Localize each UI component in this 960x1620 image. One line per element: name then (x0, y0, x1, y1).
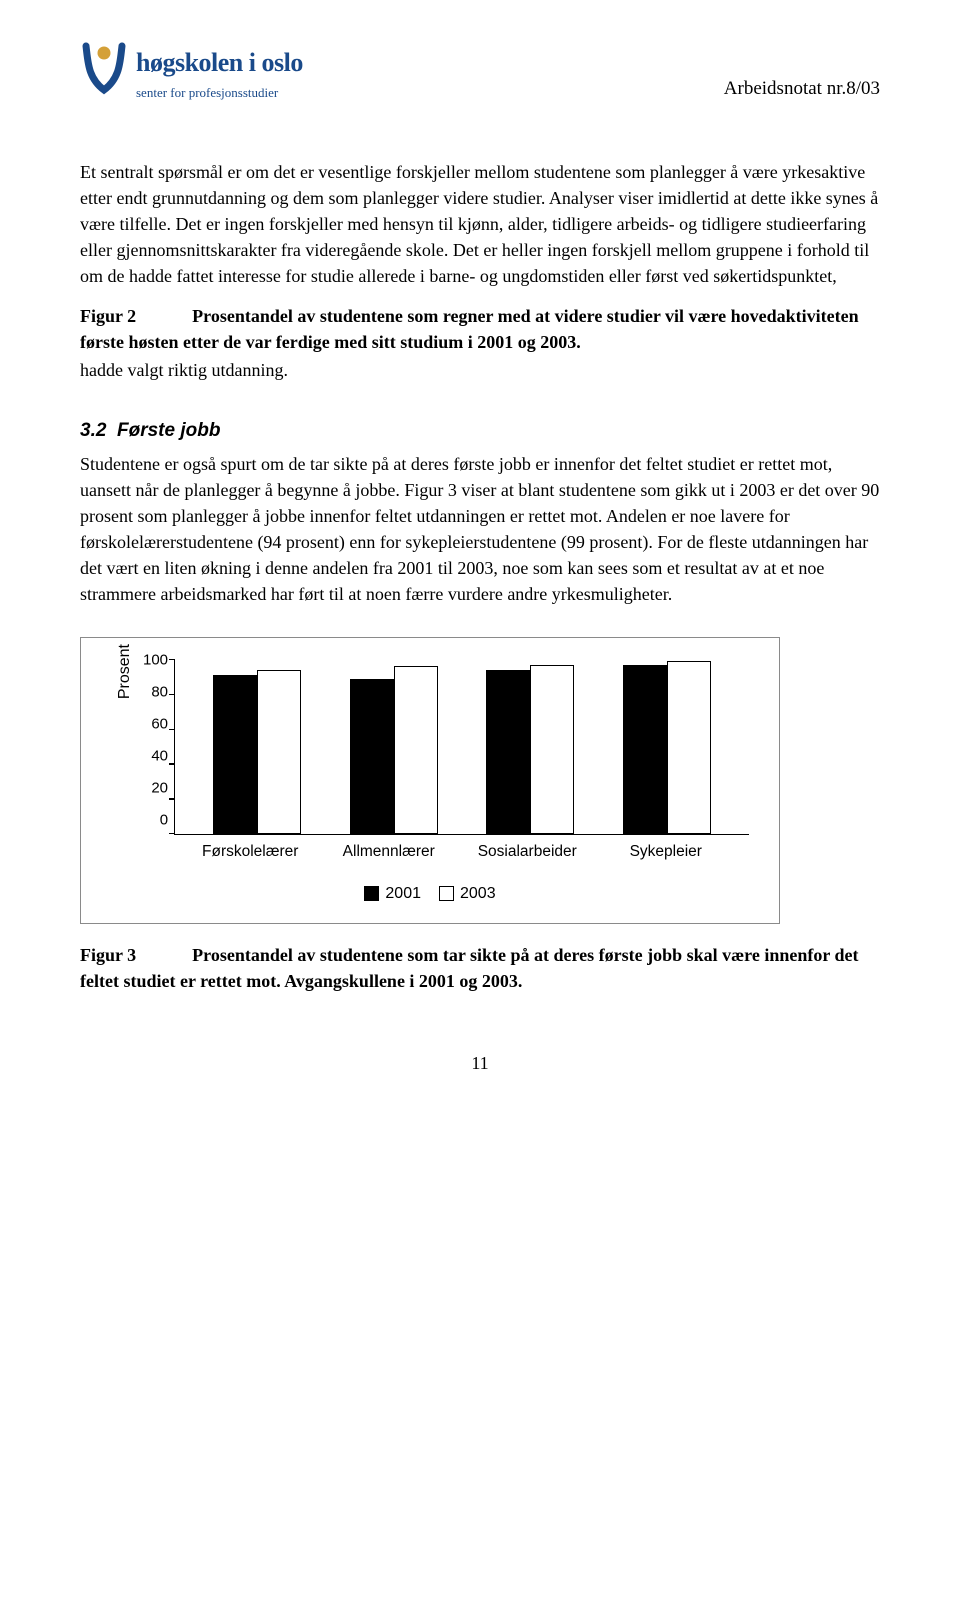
figure3-label: Figur 3 (80, 945, 136, 965)
page-header: høgskolen i oslo senter for profesjonsst… (80, 40, 880, 103)
logo: høgskolen i oslo senter for profesjonsst… (80, 40, 303, 103)
bar (350, 679, 394, 835)
bar-group (621, 661, 713, 834)
bar (394, 666, 438, 834)
chart-legend: 2001 2003 (111, 882, 749, 905)
paragraph-2: Studentene er også spurt om de tar sikte… (80, 451, 880, 608)
bar-group (484, 665, 576, 835)
paragraph-1: Et sentralt spørsmål er om det er vesent… (80, 159, 880, 289)
xtick: Førskolelærer (195, 841, 305, 863)
section-title: Første jobb (117, 420, 220, 441)
logo-subtitle: senter for profesjonsstudier (136, 84, 303, 103)
figure3-caption: Figur 3Prosentandel av studentene som ta… (80, 942, 880, 994)
section-number: 3.2 (80, 420, 106, 441)
ytick: 80 (143, 685, 168, 700)
xtick: Sosialarbeider (472, 841, 582, 863)
legend-swatch (364, 886, 379, 901)
figure2-caption: Figur 2Prosentandel av studentene som re… (80, 303, 880, 355)
ytick: 60 (143, 717, 168, 732)
logo-icon (80, 40, 128, 96)
bar (667, 661, 711, 834)
legend-label: 2001 (385, 882, 421, 905)
ytick: 100 (143, 653, 168, 668)
legend-item: 2003 (439, 882, 496, 905)
figure2-text: Prosentandel av studentene som regner me… (80, 306, 859, 352)
bar (486, 670, 530, 835)
chart-bars (174, 660, 749, 835)
ytick: 40 (143, 749, 168, 764)
trail-line: hadde valgt riktig utdanning. (80, 357, 880, 383)
xtick: Sykepleier (611, 841, 721, 863)
page-number: 11 (80, 1050, 880, 1076)
ytick: 0 (143, 813, 168, 828)
figure3-chart: Prosent 100 80 60 40 20 0 Førskolelærer Allmen… (80, 637, 780, 924)
figure3-text: Prosentandel av studentene som tar sikte… (80, 945, 859, 991)
bar-group (348, 666, 440, 834)
ytick: 20 (143, 781, 168, 796)
chart-yticks: 100806040200 (143, 660, 174, 835)
legend-item: 2001 (364, 882, 421, 905)
document-id: Arbeidsnotat nr.8/03 (724, 75, 880, 103)
bar (530, 665, 574, 835)
logo-title: høgskolen i oslo (136, 44, 303, 82)
bar-group (211, 670, 303, 835)
legend-swatch (439, 886, 454, 901)
chart-xticks: Førskolelærer Allmennlærer Sosialarbeider S… (139, 835, 749, 863)
bar (213, 675, 257, 834)
chart-ylabel: Prosent (113, 644, 136, 699)
section-heading: 3.2 Første jobb (80, 417, 880, 445)
bar (257, 670, 301, 835)
xtick: Allmennlærer (334, 841, 444, 863)
figure2-label: Figur 2 (80, 306, 136, 326)
legend-label: 2003 (460, 882, 496, 905)
bar (623, 665, 667, 835)
